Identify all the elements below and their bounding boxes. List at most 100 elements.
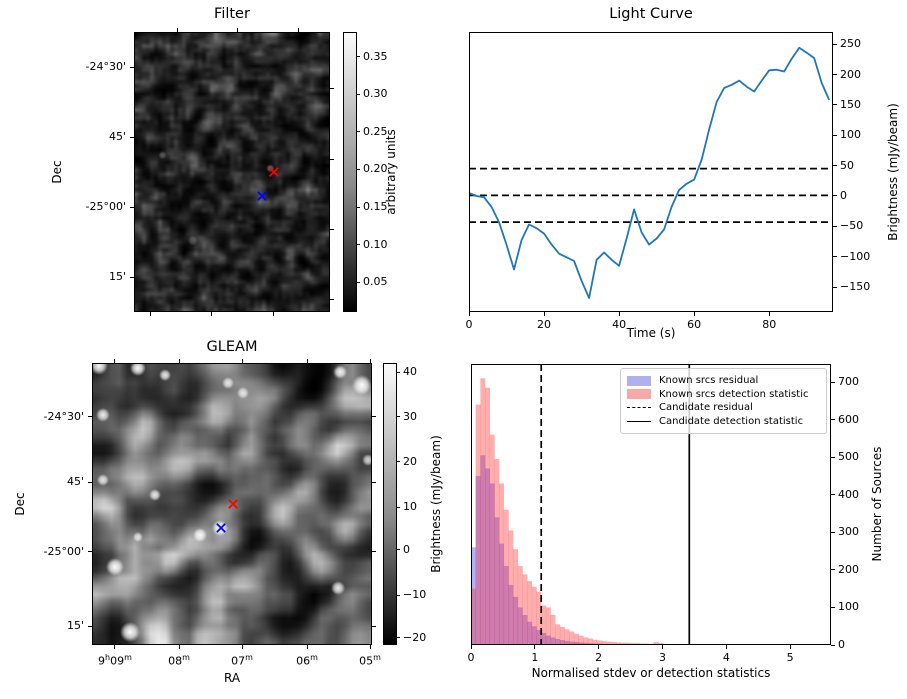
filter-cbar-tick (357, 206, 360, 208)
filter-ytick (130, 66, 134, 68)
legend-swatch (627, 375, 651, 386)
filter-ytick-label: -25°00' (85, 200, 127, 213)
filter-ytick (130, 206, 134, 208)
filter-ytick-label: 15' (108, 270, 126, 283)
filter-xtick-top (176, 28, 178, 32)
histogram-chart (471, 364, 831, 645)
gleam-cbar-tick (397, 416, 400, 418)
hist-xtick-label: 4 (722, 651, 730, 664)
legend-entry: Known srcs detection statistic (627, 388, 820, 401)
gleam-cbar-tick-label: −20 (403, 630, 427, 644)
hist-ytick (831, 456, 835, 458)
hist-xtick (789, 645, 791, 649)
gleam-xtick-top (114, 359, 116, 363)
hist-xtick-label: 3 (658, 651, 666, 664)
hist-xtick (598, 645, 600, 649)
filter-cbar-tick (357, 281, 360, 283)
lc-ytick (833, 286, 837, 288)
filter-xtick (149, 312, 151, 316)
lc-ytick-label: 200 (840, 67, 861, 81)
hist-ytick (831, 531, 835, 533)
lc-xtick-label: 20 (537, 318, 552, 331)
gleam-xtick (306, 645, 308, 649)
gleam-ytick-label: -24°30' (43, 409, 85, 423)
hist-xtick (725, 645, 727, 649)
lc-xtick-label: 0 (465, 318, 473, 331)
gleam-markers-overlay (216, 499, 238, 533)
legend-solid-line (627, 420, 651, 422)
lc-ytick-label: −150 (840, 280, 871, 294)
hist-xtick-label: 5 (786, 651, 794, 664)
gleam-xtick-top (178, 359, 180, 363)
gleam-xtick-label: 05m (359, 653, 381, 668)
gleam-title: GLEAM (206, 339, 258, 355)
blue-x-marker (257, 191, 267, 201)
gleam-colorbar-label: Brightness (mJy/beam) (429, 435, 443, 573)
gleam-ytick (88, 416, 92, 418)
filter-colorbar (343, 32, 357, 312)
gleam-ytick-label: -25°00' (43, 544, 85, 558)
lc-ytick (833, 74, 837, 76)
gleam-xtick (369, 645, 371, 649)
hist-xtick-label: 2 (595, 651, 603, 664)
lc-ytick-label: 0 (840, 188, 847, 202)
light-curve-ylabel: Brightness (mJy/beam) (886, 103, 900, 241)
gleam-ytick-right (372, 551, 376, 553)
lc-ytick (833, 43, 837, 45)
filter-image (134, 32, 330, 312)
filter-cbar-tick-label: 0.15 (363, 200, 388, 213)
gleam-ytick (88, 481, 92, 483)
lc-ytick (833, 195, 837, 197)
hist-ytick-label: 700 (838, 375, 859, 389)
filter-ytick (130, 136, 134, 138)
hist-ytick-label: 500 (838, 450, 859, 464)
gleam-ytick-right (372, 416, 376, 418)
gleam-xlabel: RA (223, 671, 241, 685)
gleam-ytick-right (372, 625, 376, 627)
lc-ytick-label: 100 (840, 128, 861, 142)
hist-ytick-label: 400 (838, 487, 859, 501)
filter-ytick-right (330, 159, 334, 161)
lc-ytick (833, 165, 837, 167)
red-x-marker (228, 499, 238, 509)
gleam-xtick-top (306, 359, 308, 363)
lc-ytick-label: 50 (840, 158, 854, 172)
filter-cbar-tick-label: 0.05 (363, 275, 388, 289)
light-curve-frame (469, 32, 833, 312)
hist-ytick (831, 381, 835, 383)
gleam-ytick (88, 551, 92, 553)
filter-ytick-right (330, 229, 334, 231)
gleam-cbar-tick (397, 371, 400, 373)
histogram-legend: Known srcs residual Known srcs detection … (620, 368, 827, 434)
hist-xtick (534, 645, 536, 649)
histogram-ylabel: Number of Sources (870, 446, 884, 562)
filter-title: Filter (214, 6, 250, 22)
gleam-cbar-tick-label: −10 (403, 588, 427, 602)
hist-ytick (831, 606, 835, 608)
lc-xtick (693, 312, 695, 316)
hist-xtick-label: 0 (467, 651, 475, 664)
legend-dashed-line (627, 407, 651, 409)
gleam-xtick-label: 9h09m (98, 653, 132, 668)
hist-ytick-label: 600 (838, 412, 859, 426)
gleam-cbar-tick (397, 506, 400, 508)
gleam-cbar-tick-label: 10 (403, 500, 417, 514)
blue-x-marker (216, 523, 226, 533)
lc-xtick-label: 80 (762, 318, 777, 331)
gleam-cbar-tick (397, 594, 400, 596)
lc-ytick-label: −100 (840, 249, 871, 263)
gleam-cbar-tick-label: 20 (403, 454, 417, 468)
lc-xtick-label: 40 (612, 318, 627, 331)
lc-xtick (618, 312, 620, 316)
gleam-xtick (114, 645, 116, 649)
legend-swatch (627, 389, 651, 400)
light-curve-xlabel: Time (s) (626, 326, 676, 340)
hist-ytick (831, 644, 835, 646)
hist-ytick-label: 100 (838, 600, 859, 614)
gleam-xtick (178, 645, 180, 649)
filter-cbar-tick (357, 93, 360, 95)
hist-ytick-label: 200 (838, 562, 859, 576)
hist-ytick (831, 419, 835, 421)
gleam-cbar-tick-label: 0 (403, 542, 410, 556)
gleam-xtick-label: 08m (168, 653, 190, 668)
